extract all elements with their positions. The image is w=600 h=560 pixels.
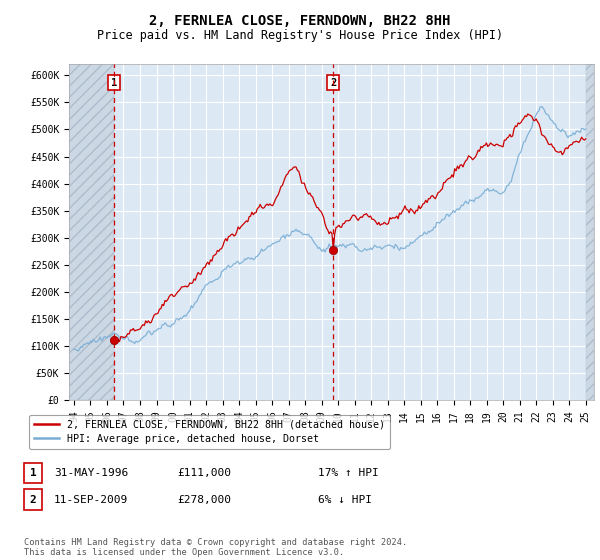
Text: 2: 2	[330, 78, 336, 88]
Text: £111,000: £111,000	[177, 468, 231, 478]
Text: 1: 1	[29, 468, 37, 478]
Text: 2: 2	[29, 494, 37, 505]
Bar	[69, 64, 114, 400]
Text: Price paid vs. HM Land Registry's House Price Index (HPI): Price paid vs. HM Land Registry's House …	[97, 29, 503, 42]
Text: 2, FERNLEA CLOSE, FERNDOWN, BH22 8HH: 2, FERNLEA CLOSE, FERNDOWN, BH22 8HH	[149, 14, 451, 28]
Text: 11-SEP-2009: 11-SEP-2009	[54, 494, 128, 505]
Text: 17% ↑ HPI: 17% ↑ HPI	[318, 468, 379, 478]
Text: Contains HM Land Registry data © Crown copyright and database right 2024.
This d: Contains HM Land Registry data © Crown c…	[24, 538, 407, 557]
Text: £278,000: £278,000	[177, 494, 231, 505]
Text: 6% ↓ HPI: 6% ↓ HPI	[318, 494, 372, 505]
Text: 31-MAY-1996: 31-MAY-1996	[54, 468, 128, 478]
Legend: 2, FERNLEA CLOSE, FERNDOWN, BH22 8HH (detached house), HPI: Average price, detac: 2, FERNLEA CLOSE, FERNDOWN, BH22 8HH (de…	[29, 415, 390, 449]
Text: 1: 1	[111, 78, 117, 88]
Bar	[586, 64, 594, 400]
